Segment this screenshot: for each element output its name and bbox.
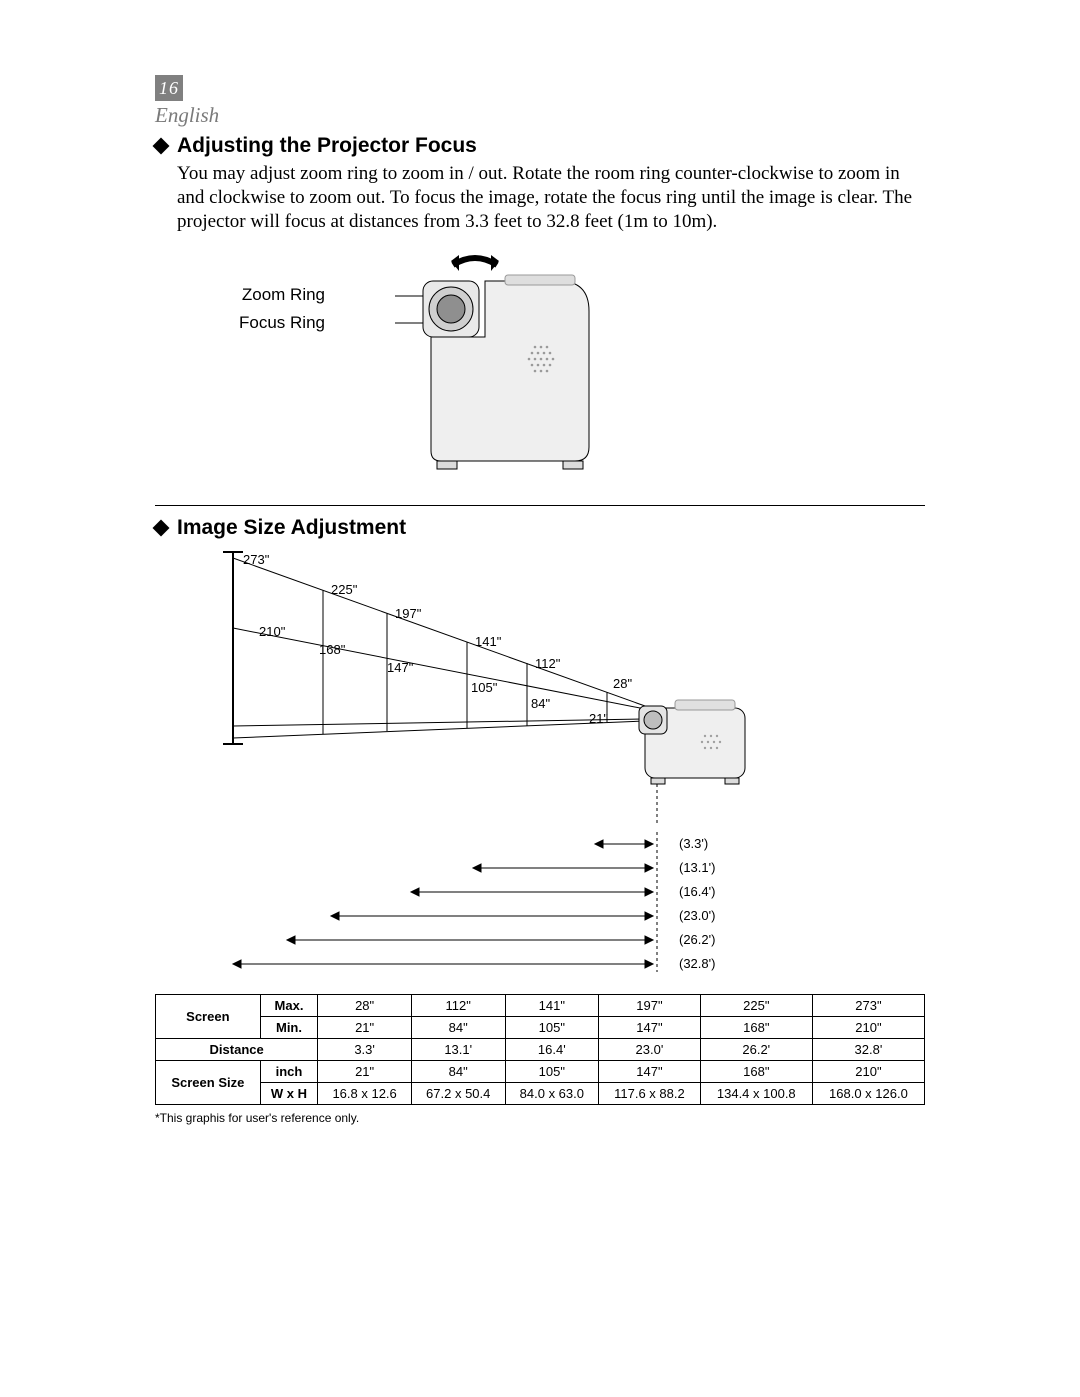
cell: 168" bbox=[700, 1061, 812, 1083]
cell: 147" bbox=[599, 1017, 701, 1039]
cell-max-label: Max. bbox=[260, 995, 318, 1017]
cell: 84" bbox=[411, 1061, 505, 1083]
dist-5: (32.8') bbox=[679, 956, 715, 971]
cone-top-0: 273" bbox=[243, 552, 269, 567]
cell: 141" bbox=[505, 995, 599, 1017]
callout-zoom: Zoom Ring bbox=[225, 285, 325, 305]
diamond-icon bbox=[153, 138, 170, 155]
cell: 16.8 x 12.6 bbox=[318, 1083, 412, 1105]
cell: 112" bbox=[411, 995, 505, 1017]
cone-bot-1: 168" bbox=[319, 642, 345, 657]
cone-top-5: 28" bbox=[613, 676, 632, 691]
cell-inch-label: inch bbox=[260, 1061, 318, 1083]
cell: 168" bbox=[700, 1017, 812, 1039]
distance-arrows: (3.3') (13.1') (16.4') (23.0') (26.2') (… bbox=[155, 832, 925, 982]
cell: 23.0' bbox=[599, 1039, 701, 1061]
section1-body: You may adjust zoom ring to zoom in / ou… bbox=[177, 162, 915, 233]
callout-focus: Focus Ring bbox=[225, 313, 325, 333]
cell: 197" bbox=[599, 995, 701, 1017]
section2-title-text: Image Size Adjustment bbox=[177, 516, 406, 540]
table-row: Min. 21" 84" 105" 147" 168" 210" bbox=[156, 1017, 925, 1039]
diamond-icon bbox=[153, 520, 170, 537]
spec-table: Screen Max. 28" 112" 141" 197" 225" 273"… bbox=[155, 994, 925, 1105]
cone-bot-2: 147" bbox=[387, 660, 413, 675]
cell-min-label: Min. bbox=[260, 1017, 318, 1039]
dist-2: (16.4') bbox=[679, 884, 715, 899]
table-row: Screen Size inch 21" 84" 105" 147" 168" … bbox=[156, 1061, 925, 1083]
cell: 105" bbox=[505, 1061, 599, 1083]
manual-page: 16 English Adjusting the Projector Focus… bbox=[0, 0, 1080, 1397]
distance-arrows-svg bbox=[155, 832, 925, 982]
cell: 26.2' bbox=[700, 1039, 812, 1061]
language-label: English bbox=[155, 103, 925, 128]
cell: 67.2 x 50.4 bbox=[411, 1083, 505, 1105]
page-number: 16 bbox=[159, 78, 179, 99]
dist-1: (13.1') bbox=[679, 860, 715, 875]
cell: 13.1' bbox=[411, 1039, 505, 1061]
cell: 210" bbox=[812, 1061, 924, 1083]
cell-screensize-text: Screen Size bbox=[171, 1075, 244, 1090]
cell: 134.4 x 100.8 bbox=[700, 1083, 812, 1105]
dist-4: (26.2') bbox=[679, 932, 715, 947]
cell: 117.6 x 88.2 bbox=[599, 1083, 701, 1105]
cone-bot-5: 21" bbox=[589, 711, 608, 726]
cell: 210" bbox=[812, 1017, 924, 1039]
cell-screen: Screen bbox=[156, 995, 261, 1039]
cone-top-2: 197" bbox=[395, 606, 421, 621]
cell-screensize: Screen Size bbox=[156, 1061, 261, 1105]
cell: 16.4' bbox=[505, 1039, 599, 1061]
cell: 84" bbox=[411, 1017, 505, 1039]
cone-svg bbox=[155, 546, 925, 826]
cone-top-1: 225" bbox=[331, 582, 357, 597]
cell: 225" bbox=[700, 995, 812, 1017]
table-row: Screen Max. 28" 112" 141" 197" 225" 273" bbox=[156, 995, 925, 1017]
cell-distance-label: Distance bbox=[156, 1039, 318, 1061]
cell: 273" bbox=[812, 995, 924, 1017]
cell: 84.0 x 63.0 bbox=[505, 1083, 599, 1105]
cell: 21" bbox=[318, 1017, 412, 1039]
cone-top-4: 112" bbox=[535, 656, 560, 671]
section-divider bbox=[155, 505, 925, 506]
cell: 3.3' bbox=[318, 1039, 412, 1061]
section1-title-text: Adjusting the Projector Focus bbox=[177, 134, 477, 158]
cell: 28" bbox=[318, 995, 412, 1017]
cell-wxh-label: W x H bbox=[260, 1083, 318, 1105]
cell: 105" bbox=[505, 1017, 599, 1039]
cell: 21" bbox=[318, 1061, 412, 1083]
cell: 168.0 x 126.0 bbox=[812, 1083, 924, 1105]
table-row: W x H 16.8 x 12.6 67.2 x 50.4 84.0 x 63.… bbox=[156, 1083, 925, 1105]
dist-3: (23.0') bbox=[679, 908, 715, 923]
table-row: Distance 3.3' 13.1' 16.4' 23.0' 26.2' 32… bbox=[156, 1039, 925, 1061]
cone-bot-0: 210" bbox=[259, 624, 285, 639]
footnote: *This graphis for user's reference only. bbox=[155, 1111, 925, 1125]
section-title-size: Image Size Adjustment bbox=[155, 516, 925, 540]
section-title-focus: Adjusting the Projector Focus bbox=[155, 134, 925, 158]
cone-bot-3: 105" bbox=[471, 680, 497, 695]
page-number-box: 16 bbox=[155, 75, 183, 101]
projector-figure: Zoom Ring Focus Ring bbox=[155, 251, 925, 481]
cell: 32.8' bbox=[812, 1039, 924, 1061]
cone-bot-4: 84" bbox=[531, 696, 550, 711]
dist-0: (3.3') bbox=[679, 836, 708, 851]
cone-top-3: 141" bbox=[475, 634, 501, 649]
cone-diagram: 273" 225" 197" 141" 112" 28" 210" 168" 1… bbox=[155, 546, 925, 826]
cell: 147" bbox=[599, 1061, 701, 1083]
